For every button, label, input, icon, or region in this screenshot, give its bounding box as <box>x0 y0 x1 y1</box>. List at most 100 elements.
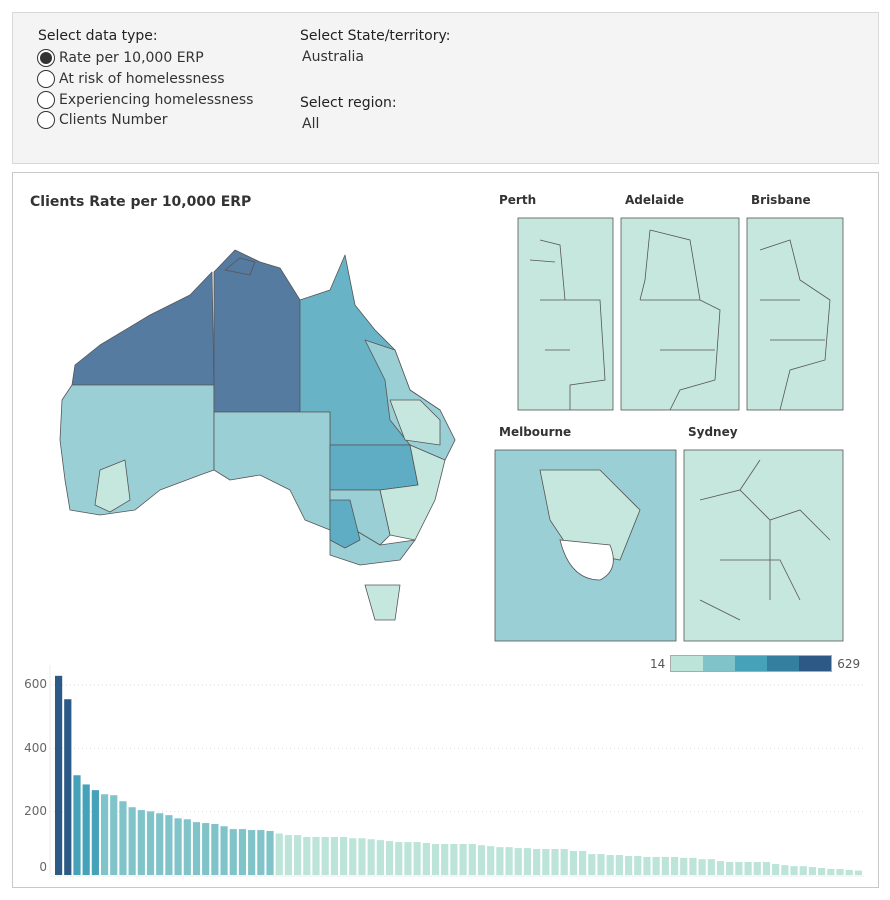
bar[interactable] <box>790 866 798 875</box>
bar[interactable] <box>496 847 504 875</box>
bar[interactable] <box>137 810 145 875</box>
bar[interactable] <box>422 843 430 875</box>
radio-experiencing[interactable]: Experiencing homelessness <box>37 90 253 110</box>
bar[interactable] <box>726 862 734 875</box>
perth-map <box>517 217 614 411</box>
bar[interactable] <box>652 856 660 875</box>
bar[interactable] <box>560 849 568 875</box>
bar[interactable] <box>845 869 853 875</box>
bar[interactable] <box>624 856 633 875</box>
bar[interactable] <box>689 857 697 875</box>
bar[interactable] <box>744 862 752 875</box>
bar[interactable] <box>441 843 449 875</box>
radio-at-risk[interactable]: At risk of homelessness <box>37 69 225 89</box>
bar[interactable] <box>349 838 357 875</box>
bar[interactable] <box>91 790 99 875</box>
bar[interactable] <box>238 829 247 875</box>
bar[interactable] <box>661 856 669 875</box>
bar[interactable] <box>64 699 72 875</box>
bar[interactable] <box>808 867 817 875</box>
bar[interactable] <box>367 839 375 875</box>
bar[interactable] <box>294 835 302 875</box>
bar[interactable] <box>707 859 715 875</box>
bar[interactable] <box>827 868 835 875</box>
bar[interactable] <box>615 855 623 875</box>
bar[interactable] <box>248 830 256 875</box>
bar[interactable] <box>55 675 63 875</box>
bar[interactable] <box>202 823 210 875</box>
legend-min: 14 <box>650 656 666 671</box>
bar[interactable] <box>110 795 118 875</box>
bar[interactable] <box>569 850 578 875</box>
bar[interactable] <box>395 842 403 875</box>
bar[interactable] <box>606 855 614 875</box>
bar[interactable] <box>643 856 651 875</box>
bar[interactable] <box>284 835 293 875</box>
bar[interactable] <box>836 868 844 875</box>
bar[interactable] <box>588 854 596 875</box>
bar[interactable] <box>413 842 421 875</box>
state-select[interactable]: Australia <box>302 49 364 65</box>
bar[interactable] <box>716 861 725 875</box>
bar[interactable] <box>579 850 587 875</box>
bar[interactable] <box>597 854 605 875</box>
bar[interactable] <box>220 826 228 875</box>
bar[interactable] <box>192 822 201 875</box>
bar[interactable] <box>156 813 164 875</box>
bar[interactable] <box>275 833 283 875</box>
y-tick-label: 400 <box>24 741 47 755</box>
bar[interactable] <box>514 848 522 875</box>
bar[interactable] <box>312 837 320 875</box>
region-select[interactable]: All <box>302 116 320 132</box>
bar[interactable] <box>321 837 329 875</box>
bar[interactable] <box>128 807 136 875</box>
bar[interactable] <box>772 863 780 875</box>
radio-selected-icon <box>37 49 55 67</box>
bar[interactable] <box>211 824 219 875</box>
radio-clients-number[interactable]: Clients Number <box>37 110 168 130</box>
bar[interactable] <box>385 841 394 875</box>
bar[interactable] <box>468 843 476 875</box>
bar[interactable] <box>477 845 486 875</box>
bar[interactable] <box>330 837 338 875</box>
bar[interactable] <box>551 849 559 875</box>
bar[interactable] <box>257 830 265 875</box>
bar[interactable] <box>533 849 541 875</box>
bar[interactable] <box>542 849 550 875</box>
bar[interactable] <box>753 862 761 875</box>
bar[interactable] <box>818 868 826 875</box>
bar[interactable] <box>431 843 440 875</box>
bar[interactable] <box>266 830 274 875</box>
bar[interactable] <box>450 843 458 875</box>
bar[interactable] <box>183 819 191 875</box>
bar[interactable] <box>229 829 237 875</box>
bar[interactable] <box>505 847 513 875</box>
bar[interactable] <box>762 862 771 875</box>
bar[interactable] <box>119 801 127 875</box>
bar[interactable] <box>73 775 81 875</box>
bar[interactable] <box>459 843 467 875</box>
bar[interactable] <box>174 818 182 875</box>
bar[interactable] <box>634 856 642 875</box>
bar[interactable] <box>404 842 412 875</box>
bar[interactable] <box>82 784 90 875</box>
radio-label: Rate per 10,000 ERP <box>59 50 204 66</box>
bar[interactable] <box>523 848 532 875</box>
bar[interactable] <box>854 870 862 875</box>
bar[interactable] <box>781 865 789 875</box>
bar[interactable] <box>339 837 348 875</box>
radio-icon <box>37 111 55 129</box>
bar[interactable] <box>146 811 155 875</box>
bar[interactable] <box>303 837 311 875</box>
bar[interactable] <box>670 856 679 875</box>
radio-rate[interactable]: Rate per 10,000 ERP <box>37 48 204 68</box>
bar[interactable] <box>165 815 173 875</box>
bar[interactable] <box>799 866 807 875</box>
bar[interactable] <box>487 846 495 875</box>
bar[interactable] <box>100 794 109 875</box>
bar[interactable] <box>358 838 366 875</box>
bar[interactable] <box>680 857 688 875</box>
bar[interactable] <box>698 859 706 875</box>
bar[interactable] <box>376 840 384 875</box>
bar[interactable] <box>735 862 743 875</box>
